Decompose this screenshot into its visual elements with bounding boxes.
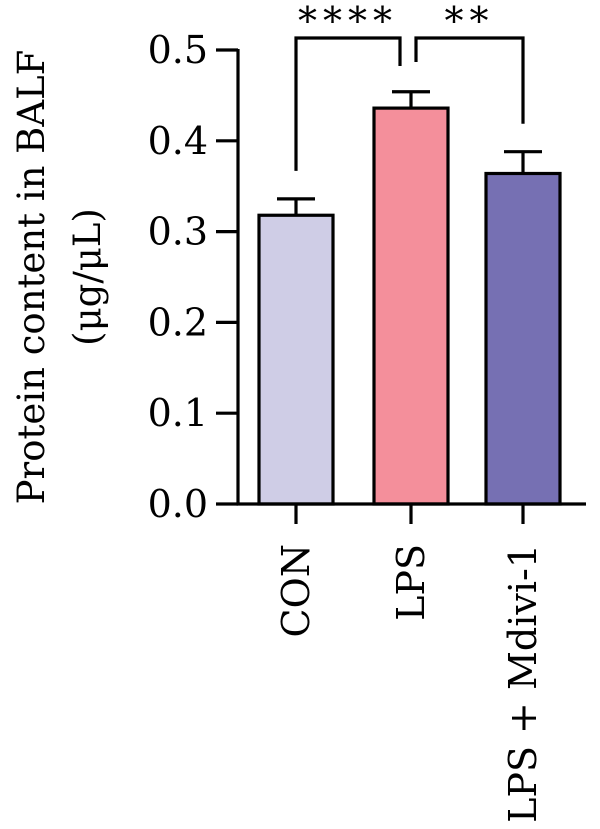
y-tick-label: 0.5 [148,28,208,72]
y-tick-label: 0.2 [148,300,208,344]
bars [257,90,562,506]
bar-con [257,213,335,506]
y-axis-title: Protein content in BALF (μg/μL) [10,50,109,505]
x-tick-label: LPS [389,544,433,621]
significance-label: ** [445,0,495,43]
y-tick-label: 0.3 [148,210,208,254]
bar-lps [372,106,450,506]
bracket-lps-mdivi [414,36,525,124]
y-tick-label: 0.0 [148,482,208,526]
y-tick-label: 0.4 [148,119,208,163]
bar-lps-mdivi-1 [484,171,562,506]
y-axis: 0.0 0.1 0.2 0.3 0.4 0.5 [148,28,240,526]
x-axis: CON LPS LPS + Mdivi-1 [236,502,586,823]
y-axis-label-line2: (μg/μL) [66,208,109,346]
x-tick-label: LPS + Mdivi-1 [501,544,545,823]
significance-brackets: **** ** [294,0,525,171]
y-axis-label-line1: Protein content in BALF [10,50,53,505]
x-tick-label: CON [274,544,318,637]
y-tick-label: 0.1 [148,391,208,435]
bracket-con-lps [294,36,402,171]
significance-label: **** [298,0,398,43]
